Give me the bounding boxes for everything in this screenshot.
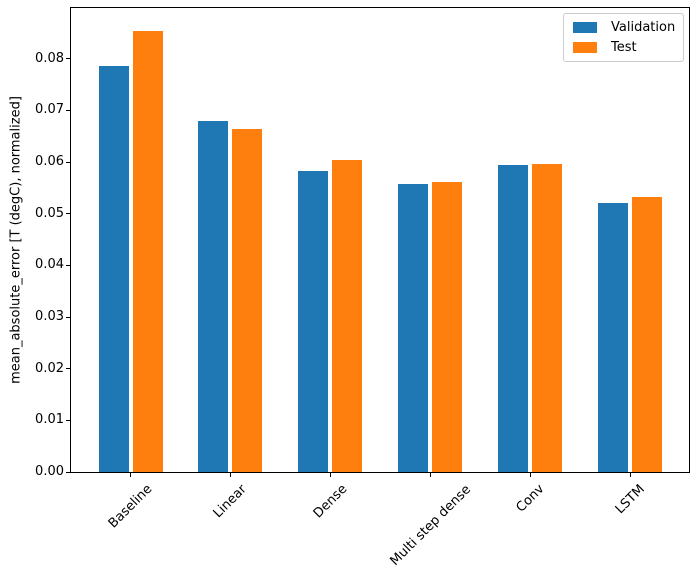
bar-test-2 (332, 160, 363, 472)
x-tick-mark (629, 473, 631, 477)
bar-validation-2 (298, 171, 329, 472)
y-tick-label: 0.00 (35, 464, 64, 479)
bar-test-0 (132, 31, 163, 472)
y-tick-mark (66, 471, 70, 473)
x-tick-label: LSTM (612, 482, 648, 518)
x-tick-mark (229, 473, 231, 477)
validation-swatch (573, 22, 597, 33)
bar-test-1 (232, 129, 263, 472)
x-tick-label: Conv (513, 482, 548, 516)
x-tick-label: Baseline (105, 481, 156, 532)
y-tick-label: 0.06 (35, 154, 64, 169)
y-axis-label: mean_absolute_error [T (degC), normalize… (8, 96, 24, 384)
legend-label-test: Test (611, 40, 637, 55)
legend: Validation Test (563, 13, 684, 62)
bar-test-3 (432, 182, 463, 472)
y-tick-label: 0.02 (35, 360, 64, 376)
y-tick-label: 0.08 (35, 50, 64, 66)
y-tick-label: 0.03 (35, 309, 64, 324)
y-tick-mark (66, 213, 70, 215)
legend-row-test: Test (573, 40, 674, 55)
x-tick-label: Linear (211, 481, 251, 522)
y-tick-mark (66, 161, 70, 163)
y-tick-mark (66, 419, 70, 421)
x-tick-mark (429, 473, 431, 477)
x-tick-mark (130, 473, 131, 477)
test-swatch (573, 42, 597, 53)
y-tick-mark (66, 368, 70, 370)
y-tick-mark (66, 109, 70, 111)
y-tick-label: 0.05 (35, 205, 64, 221)
y-tick-mark (66, 58, 70, 60)
plot-area-border (70, 7, 690, 473)
y-tick-label: 0.04 (35, 257, 64, 273)
bar-validation-1 (198, 121, 229, 472)
y-tick-label: 0.01 (35, 412, 64, 428)
bar-validation-0 (98, 66, 129, 472)
bar-validation-5 (598, 202, 628, 472)
bar-test-4 (532, 164, 563, 472)
y-tick-mark (66, 316, 70, 318)
y-tick-label: 0.07 (35, 102, 64, 118)
bar-validation-4 (498, 165, 529, 472)
x-tick-label: Multi step dense (387, 481, 474, 569)
x-tick-mark (529, 473, 531, 477)
legend-row-validation: Validation (573, 20, 676, 35)
bar-test-5 (632, 197, 662, 472)
x-tick-mark (329, 473, 331, 477)
y-tick-mark (66, 264, 70, 266)
bar-validation-3 (398, 184, 429, 472)
legend-label-validation: Validation (611, 20, 676, 35)
x-tick-label: Dense (310, 481, 351, 522)
